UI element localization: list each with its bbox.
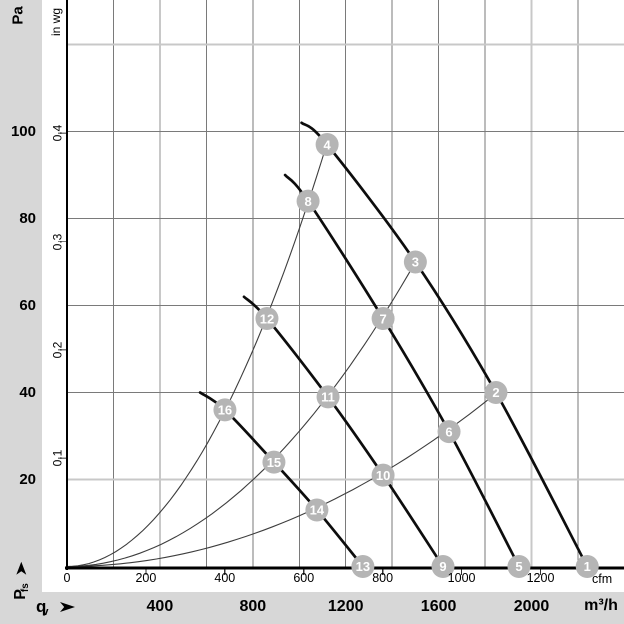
inwg-tick-label: 0.1 bbox=[50, 449, 64, 467]
up-arrow-icon bbox=[15, 562, 26, 576]
pa-tick-label: 80 bbox=[19, 209, 36, 227]
inwg-tick-label: 0.2 bbox=[50, 341, 64, 359]
operating-point-marker bbox=[213, 398, 237, 422]
operating-point-number: 12 bbox=[260, 311, 274, 326]
cfm-tick-label: 800 bbox=[372, 571, 394, 585]
x-axis-title: qv bbox=[36, 595, 75, 619]
operating-point-number: 14 bbox=[310, 503, 325, 518]
system-curve-c bbox=[66, 393, 497, 568]
operating-point-marker bbox=[262, 450, 286, 474]
qv-symbol: qv bbox=[36, 597, 49, 618]
operating-point-marker bbox=[315, 133, 339, 157]
operating-point-marker bbox=[507, 555, 531, 578]
pressure-unit-pa: Pa bbox=[1, 0, 35, 32]
pa-tick-label: 60 bbox=[19, 296, 36, 314]
operating-point-number: 1 bbox=[584, 559, 591, 574]
pa-tick-label: 40 bbox=[19, 383, 36, 401]
pa-tick-label: 20 bbox=[19, 470, 36, 488]
cfm-tick-label: 1000 bbox=[447, 571, 476, 585]
operating-point-marker bbox=[403, 250, 427, 274]
operating-point-number: 8 bbox=[304, 194, 311, 209]
cfm-tick-label: 400 bbox=[214, 571, 236, 585]
operating-point-number: 4 bbox=[324, 137, 332, 152]
cfm-tick-label: 600 bbox=[293, 571, 315, 585]
operating-point-marker bbox=[371, 463, 395, 487]
inwg-tick-label: 0.4 bbox=[50, 124, 64, 142]
right-arrow-icon bbox=[59, 602, 75, 612]
operating-point-marker bbox=[351, 555, 375, 578]
operating-point-number: 7 bbox=[379, 311, 386, 326]
left-axis-band bbox=[0, 0, 42, 624]
inwg-unit-label: in wg bbox=[49, 7, 64, 37]
pa-tick-label: 100 bbox=[10, 122, 36, 140]
operating-point-marker bbox=[305, 498, 329, 522]
operating-point-number: 15 bbox=[267, 455, 281, 470]
operating-point-marker bbox=[437, 420, 461, 444]
system-curve-a bbox=[66, 142, 328, 568]
operating-point-number: 2 bbox=[492, 385, 499, 400]
operating-point-number: 3 bbox=[412, 255, 419, 270]
cfm-tick-label: 0 bbox=[63, 571, 71, 585]
m3h-tick-label: 800 bbox=[239, 598, 267, 615]
cfm-tick-label: 200 bbox=[135, 571, 157, 585]
operating-point-number: 10 bbox=[376, 468, 390, 483]
operating-point-marker bbox=[255, 307, 279, 331]
operating-point-number: 6 bbox=[445, 424, 452, 439]
fan-curve-1 bbox=[300, 121, 589, 568]
cfm-tick-label: 1200 bbox=[526, 571, 555, 585]
m3h-tick-label: 1600 bbox=[420, 598, 457, 615]
operating-point-marker bbox=[575, 555, 599, 578]
operating-point-number: 5 bbox=[515, 559, 522, 574]
operating-point-marker bbox=[371, 307, 395, 331]
system-curve-b bbox=[66, 261, 416, 568]
cfm-unit-label: cfm bbox=[592, 572, 613, 586]
m3h-tick-label: 2000 bbox=[513, 598, 550, 615]
operating-point-number: 13 bbox=[356, 559, 370, 574]
operating-point-marker bbox=[484, 381, 508, 404]
operating-point-marker bbox=[296, 189, 320, 213]
bottom-axis-band bbox=[0, 592, 624, 624]
pressure-unit-inwg: in wg bbox=[44, 2, 68, 42]
operating-point-marker bbox=[431, 555, 455, 578]
pa-unit-label: Pa bbox=[9, 5, 27, 25]
inwg-tick-label: 0.3 bbox=[50, 233, 64, 250]
operating-point-marker bbox=[316, 385, 340, 409]
operating-point-number: 16 bbox=[218, 403, 232, 418]
m3h-tick-label: 400 bbox=[146, 598, 174, 615]
m3h-tick-label: 1200 bbox=[327, 598, 364, 615]
operating-point-number: 11 bbox=[321, 390, 335, 405]
operating-point-number: 9 bbox=[439, 559, 446, 574]
pfs-symbol: Pfs bbox=[11, 583, 31, 600]
y-axis-title: Pfs bbox=[2, 540, 40, 622]
m3h-unit-label: m³/h bbox=[584, 597, 618, 614]
